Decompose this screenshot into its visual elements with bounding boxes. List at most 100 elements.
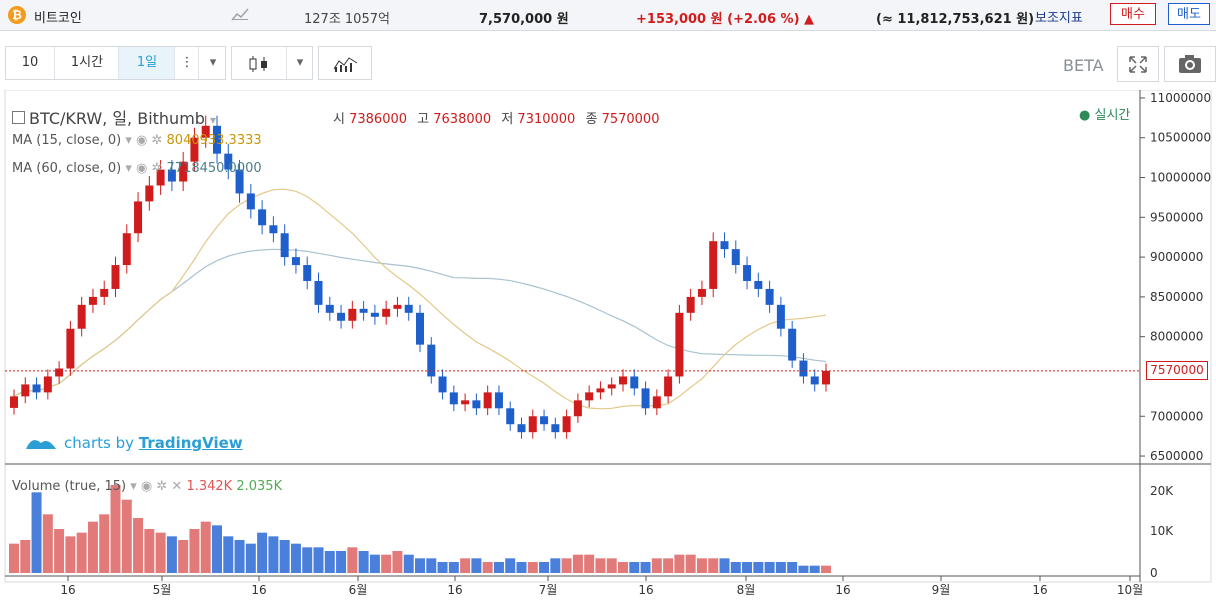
candle-body	[619, 376, 627, 385]
volume-bar	[516, 562, 527, 573]
candle-body	[461, 400, 470, 405]
tab-1d[interactable]: 1일	[118, 47, 175, 79]
symbol-label: BTC/KRW, 일, Bithumb	[29, 109, 205, 128]
volume-bar	[460, 558, 471, 573]
candle-body	[32, 384, 41, 393]
candle-body	[393, 304, 402, 309]
indicators-button[interactable]	[318, 46, 372, 80]
candle-body	[88, 296, 97, 305]
more-intervals-icon[interactable]: ⋮	[174, 47, 199, 79]
candle-body	[167, 169, 176, 182]
ma15-legend[interactable]: MA (15, close, 0) ▾ ◉ ✲ 8040933.3333	[12, 133, 262, 148]
volume-bar	[561, 558, 572, 573]
candle-body	[325, 304, 334, 313]
volume-bar	[313, 547, 324, 573]
volume-bar	[640, 562, 651, 573]
sell-button[interactable]: 매도	[1168, 3, 1210, 25]
candle-body	[55, 368, 64, 377]
time-axis-label: 10월	[1117, 583, 1143, 597]
candle-body	[179, 161, 188, 182]
volume-bar	[347, 547, 358, 573]
chart-title[interactable]: BTC/KRW, 일, Bithumb ▾	[12, 105, 216, 129]
time-axis-label: 16	[638, 583, 653, 597]
tradingview-brand[interactable]: charts by TradingView	[24, 433, 243, 452]
realtime-indicator: ● 실시간	[1079, 108, 1131, 123]
candle-body	[776, 304, 785, 329]
volume-bar	[618, 562, 628, 573]
candle-body	[291, 257, 300, 266]
volume-bar	[403, 554, 414, 573]
volume-bar	[708, 558, 719, 573]
candle-body	[607, 384, 616, 389]
tab-1h[interactable]: 1시간	[54, 47, 119, 79]
volume-bar	[482, 562, 493, 573]
aux-indicator-link[interactable]: 보조지표	[1035, 11, 1083, 26]
coin-name[interactable]: 비트코인	[34, 11, 82, 26]
ohlc-readout: 시 7386000 고 7638000 저 7310000 종 7570000	[333, 112, 660, 127]
collapse-icon[interactable]	[12, 111, 25, 124]
volume-bar	[426, 558, 437, 573]
volume-bar	[696, 558, 707, 573]
chevron-down-icon[interactable]: ▾	[198, 47, 227, 79]
volume-bar	[245, 543, 256, 573]
volume-axis-label: 20K	[1150, 484, 1174, 498]
ma60-legend[interactable]: MA (60, close, 0) ▾ ◉ ✲ 7718450.0000	[12, 161, 262, 176]
interval-count-button[interactable]: 10	[21, 55, 39, 70]
candle-body	[100, 288, 109, 297]
candle-body	[449, 392, 458, 405]
candle-body	[664, 376, 673, 397]
chevron-down-icon[interactable]: ▾	[210, 113, 217, 127]
volume-bar	[290, 543, 301, 573]
time-axis-label: 16	[835, 583, 850, 597]
candle-body	[224, 153, 233, 170]
volume-bar	[471, 558, 482, 573]
price-axis-label: 10500000	[1150, 131, 1211, 145]
candle-body	[517, 424, 526, 433]
fullscreen-icon[interactable]	[1117, 46, 1159, 82]
price-chart[interactable]: 11000000 10500000 10000000 9500000 9000000 85…	[0, 90, 1216, 604]
volume-legend[interactable]: Volume (true, 15) ▾ ◉ ✲ ✕ 1.342K 2.035K	[12, 479, 283, 494]
volume-bar	[685, 554, 696, 573]
candle-body	[765, 288, 774, 305]
candle-body	[540, 416, 549, 425]
candle-body	[156, 169, 165, 186]
price-axis-label: 10000000	[1150, 171, 1211, 185]
time-axis-label: 9월	[932, 583, 951, 597]
indicators-icon	[333, 57, 358, 72]
candlestick-icon[interactable]	[246, 55, 272, 87]
volume-bar	[20, 540, 31, 573]
volume-bar	[133, 518, 144, 573]
candle-body	[314, 280, 323, 305]
mini-chart-icon[interactable]	[231, 7, 249, 21]
candle-body	[213, 125, 221, 154]
camera-icon[interactable]	[1164, 46, 1216, 82]
volume-bar	[144, 529, 155, 573]
candle-body	[528, 416, 537, 433]
volume-bar	[651, 558, 662, 573]
price-change: +153,000 원 (+2.06 %) ▲	[636, 12, 815, 27]
volume-bar	[65, 536, 76, 573]
candle-body	[111, 265, 120, 289]
volume-bar	[189, 529, 200, 573]
candle-body	[10, 396, 18, 408]
chart-type-group: ▾	[231, 46, 313, 80]
time-axis-label: 16	[447, 583, 462, 597]
volume-bar	[9, 543, 19, 573]
beta-label: BETA	[1063, 56, 1104, 75]
candle-body	[720, 241, 729, 250]
candle-body	[596, 388, 605, 393]
current-price-tag: 7570000	[1146, 361, 1208, 380]
volume-bar	[595, 558, 606, 573]
volume-bar	[629, 562, 640, 573]
volume-bar	[392, 551, 403, 573]
candle-body	[77, 304, 86, 329]
chevron-down-icon[interactable]: ▾	[286, 47, 313, 79]
volume-bar	[584, 554, 595, 573]
volume-bar	[336, 551, 347, 573]
candle-body	[652, 396, 661, 409]
price-axis-label: 9000000	[1150, 250, 1203, 264]
volume-bar	[809, 565, 820, 573]
volume-24h: 127조 1057억	[304, 12, 390, 27]
buy-button[interactable]: 매수	[1110, 3, 1156, 25]
volume-bar	[764, 562, 775, 573]
